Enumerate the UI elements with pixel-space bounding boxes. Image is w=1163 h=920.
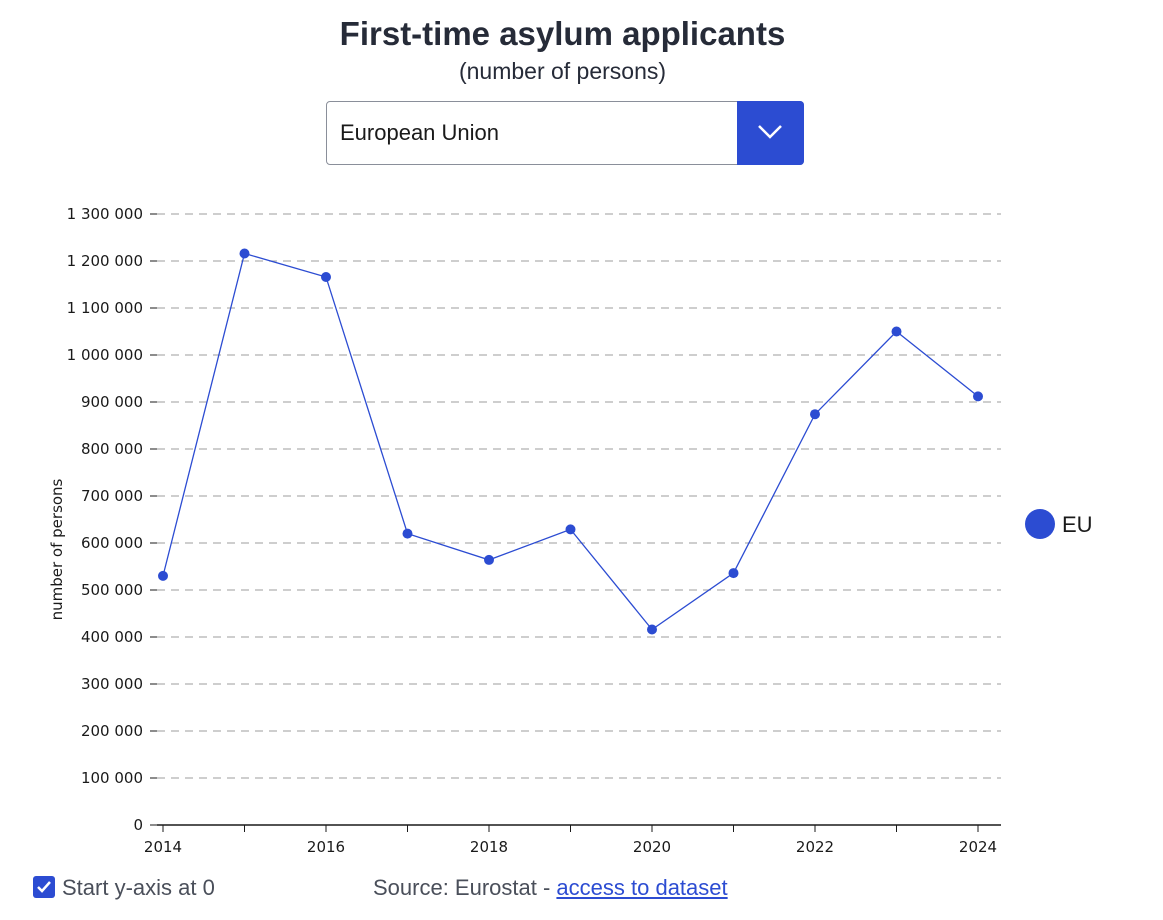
data-point [810,409,820,420]
y-tick-label: 600 000 [81,534,143,552]
data-point [565,524,576,535]
source-text: Source: Eurostat - [373,875,557,900]
dataset-link[interactable]: access to dataset [556,875,728,900]
y-tick-label: 100 000 [81,769,143,787]
chevron-down-icon [758,125,782,139]
data-point [158,570,168,581]
start-y-axis-zero-label[interactable]: Start y-axis at 0 [62,875,215,900]
x-tick-label: 2016 [307,838,345,856]
dropdown-toggle-button[interactable] [737,101,804,165]
x-tick-label: 2024 [959,838,997,856]
data-point [728,568,739,579]
y-tick-label: 500 000 [81,581,143,599]
data-point [891,326,902,337]
y-tick-label: 1 000 000 [67,346,143,364]
data-point [239,248,250,259]
legend-label: EU [1062,512,1093,537]
data-point [321,271,331,282]
series-line [162,252,979,631]
data-point [484,554,494,565]
y-tick-label: 1 200 000 [67,252,143,270]
chart-title: First-time asylum applicants [339,15,786,52]
source-note: Source: Eurostat - access to dataset [373,875,728,901]
chart-subtitle: (number of persons) [458,58,667,84]
checkmark-icon [37,881,51,893]
y-tick-label: 1 100 000 [67,299,143,317]
y-tick-label: 400 000 [81,628,143,646]
data-point [973,391,983,402]
y-tick-label: 0 [133,816,143,834]
y-axis-title: number of persons [48,478,66,620]
y-tick-label: 200 000 [81,722,143,740]
legend-marker [1025,509,1055,539]
y-tick-label: 1 300 000 [67,205,143,223]
y-tick-label: 900 000 [81,393,143,411]
x-tick-label: 2014 [144,838,182,856]
x-tick-label: 2018 [470,838,508,856]
y-tick-label: 700 000 [81,487,143,505]
data-point [647,624,657,635]
y-tick-label: 800 000 [81,440,143,458]
start-y-axis-zero-checkbox[interactable] [33,876,55,898]
country-select-value: European Union [340,120,500,145]
x-tick-label: 2022 [796,838,834,856]
country-select[interactable]: European Union [326,101,804,165]
y-tick-label: 300 000 [81,675,143,693]
data-point [402,528,413,539]
x-tick-label: 2020 [633,838,671,856]
